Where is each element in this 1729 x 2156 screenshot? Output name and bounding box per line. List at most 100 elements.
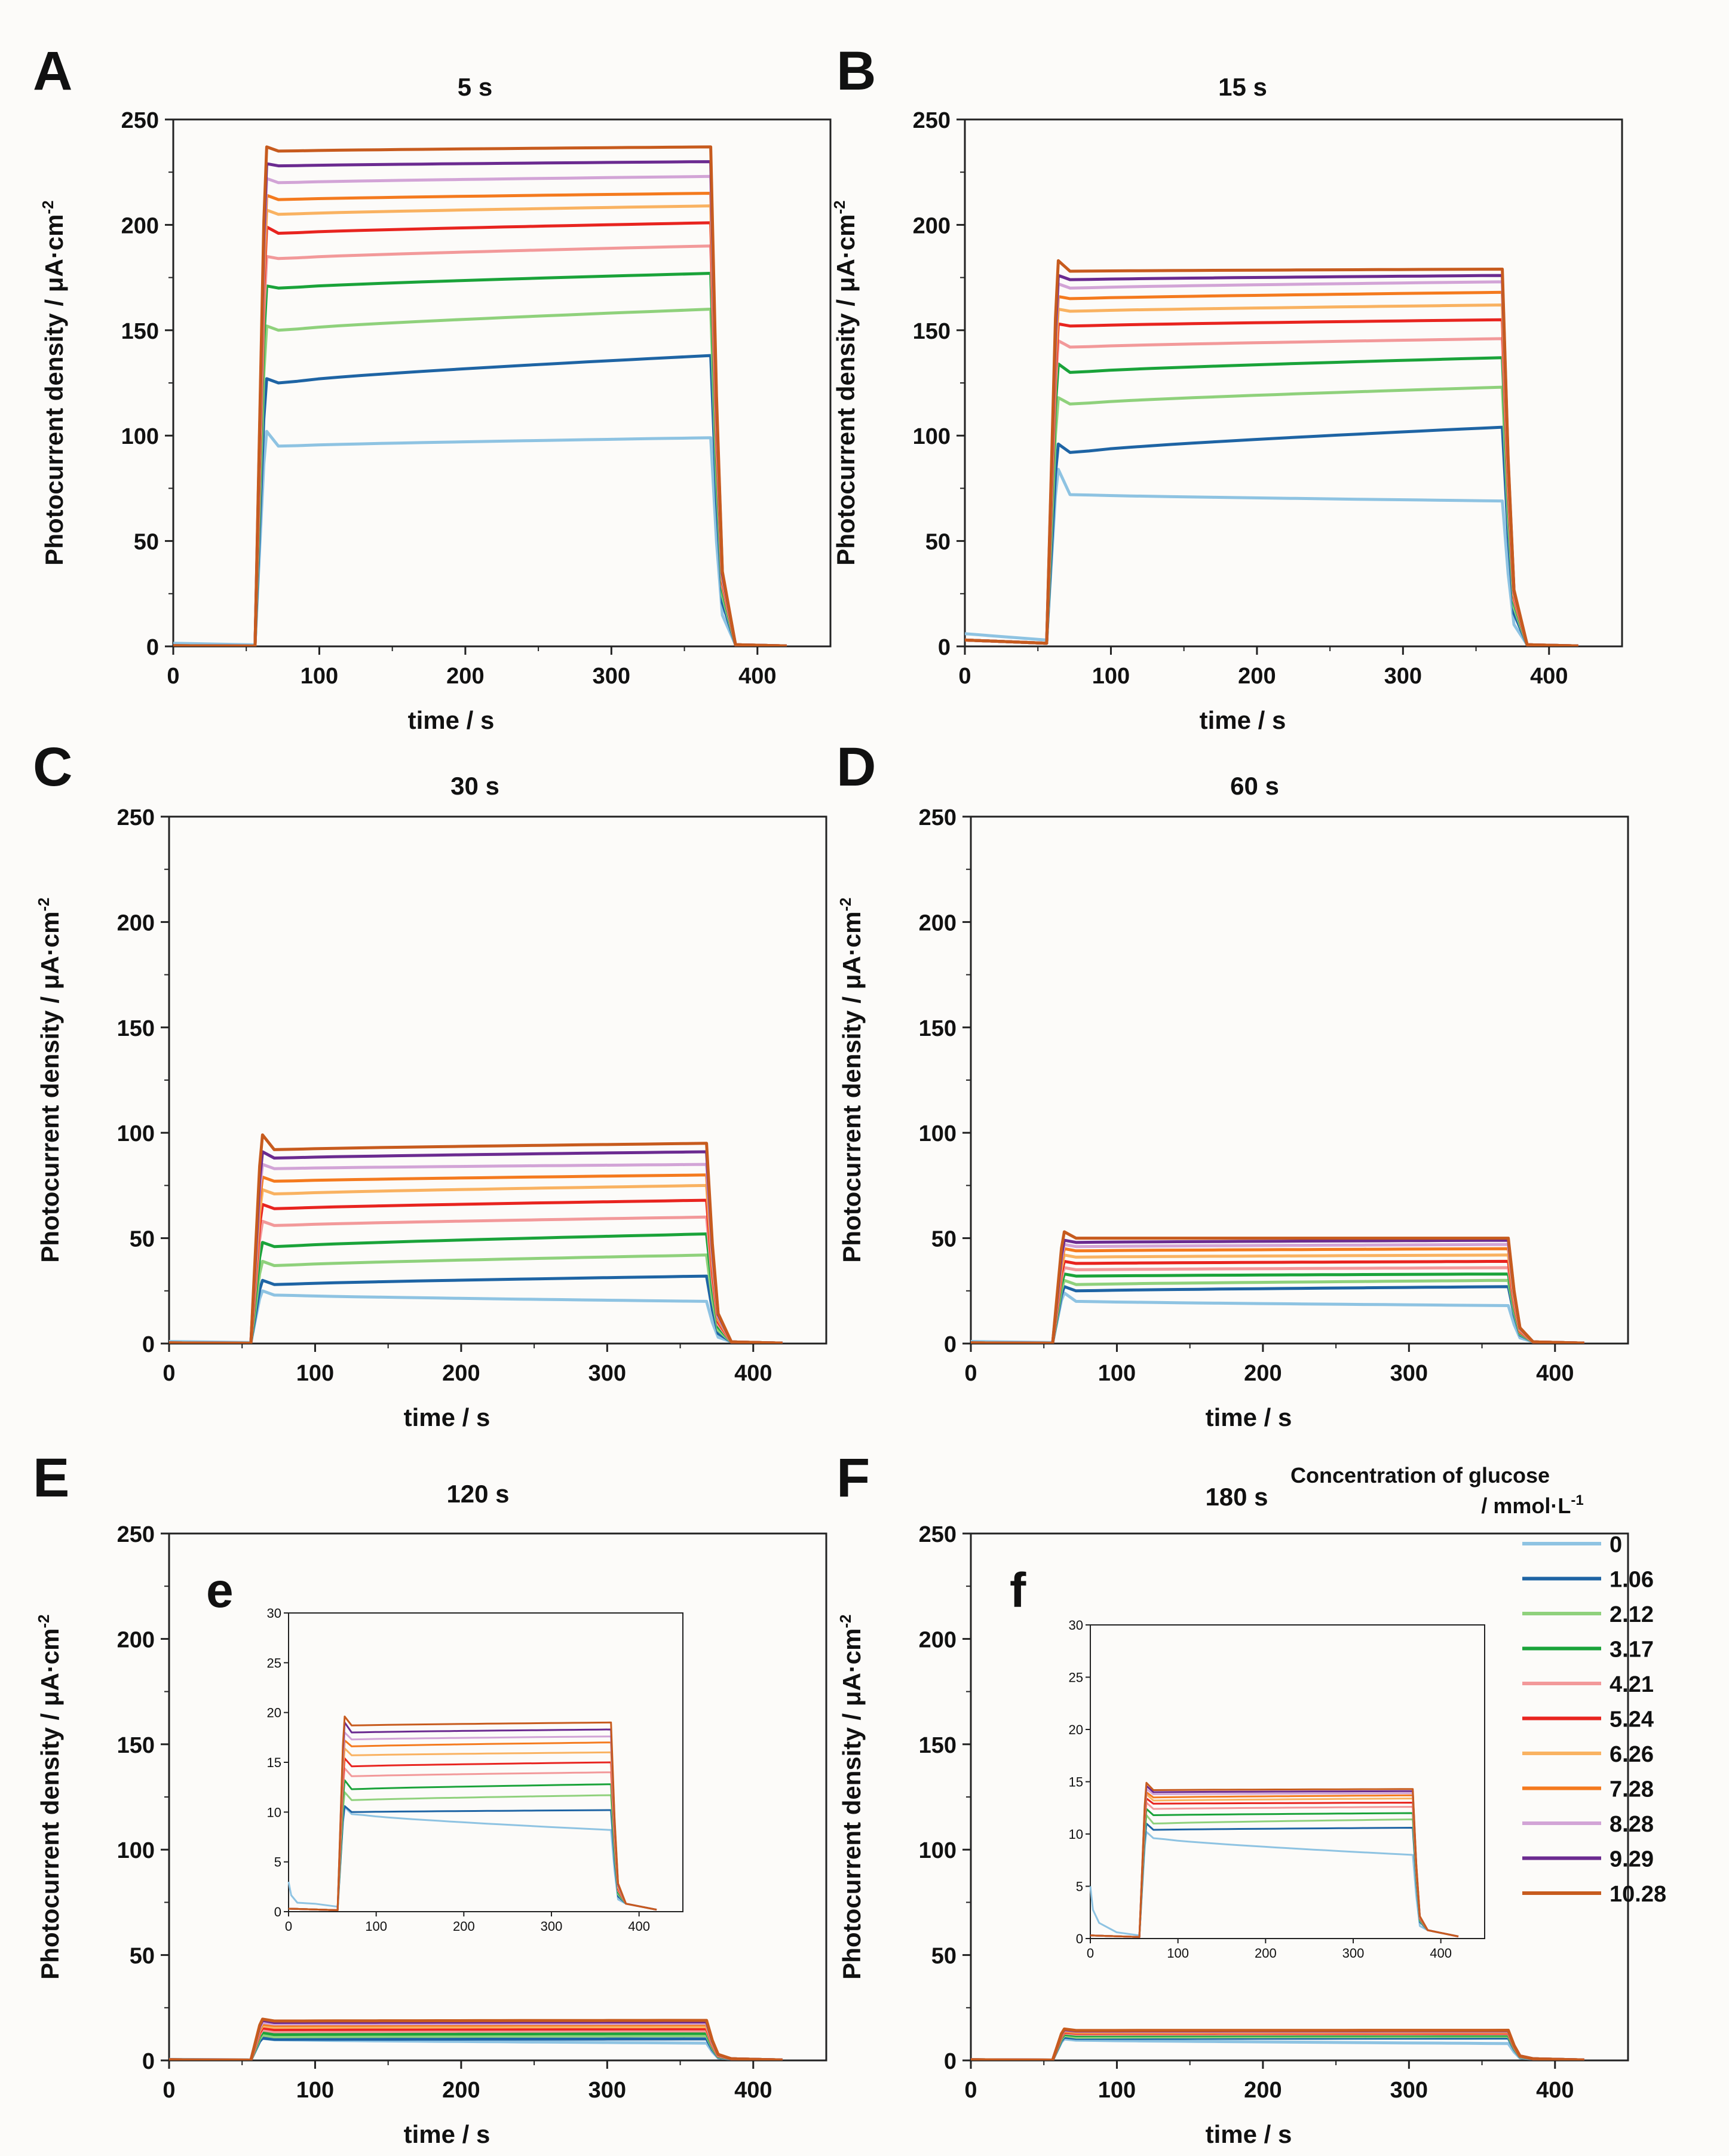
panel-b-series-10-28: [965, 259, 1578, 646]
panel-f-inset-y-tick-label: 15: [1069, 1775, 1083, 1790]
panel-a-series-5-24: [173, 221, 787, 646]
legend-label: 5.24: [1610, 1707, 1654, 1732]
legend: Concentration of glucose / mmol·L-1 0 1.0…: [1290, 1463, 1666, 1907]
panel-d-series-4-21: [971, 1266, 1584, 1344]
legend-unit-text: / mmol·L: [1481, 1493, 1571, 1518]
panel-b-y-tick-label: 150: [913, 319, 951, 344]
panel-c-y-axis-label: Photocurrent density / μA·cm-2: [35, 897, 64, 1262]
panel-e-y-tick-label: 50: [130, 1944, 155, 1969]
panel-e-series-6-26: [169, 2024, 783, 2060]
panel-e-inset-series-2-12: [288, 1791, 657, 1911]
panel-a-title: 5 s: [458, 73, 492, 101]
panel-f-x-tick-label: 100: [1098, 2078, 1136, 2103]
panel-a-series-6-26: [173, 204, 787, 646]
panel-b-title: 15 s: [1218, 73, 1267, 101]
panel-f-y-tick-label: 250: [919, 1522, 957, 1547]
panel-e-inset-y-tick-label: 5: [274, 1855, 281, 1870]
legend-label: 7.28: [1610, 1777, 1654, 1802]
panel-b-series-4-21: [965, 337, 1578, 646]
panel-f-x-tick-label: 0: [964, 2078, 977, 2103]
panel-f-inset-series-5-24: [1090, 1798, 1459, 1938]
panel-f-y-tick-label: 150: [919, 1733, 957, 1758]
panel-f-x-tick-label: 200: [1244, 2078, 1282, 2103]
panel-a-series-8-28: [173, 174, 787, 646]
panel-c-y-axis-label-superscript: -2: [35, 897, 53, 911]
legend-item: 3.17: [1522, 1637, 1654, 1663]
panel-c-series-1-06: [169, 1274, 783, 1344]
panel-d-series-6-26: [971, 1253, 1584, 1344]
panel-c-x-tick-label: 400: [734, 1361, 772, 1386]
panel-e-y-tick-label: 150: [117, 1733, 155, 1758]
legend-label: 4.21: [1610, 1672, 1654, 1697]
panel-c-series-5-24: [169, 1198, 783, 1344]
panel-c-series-0: [169, 1289, 783, 1344]
panel-e-inset: e 0 100 200 300 400 0 5 10 15 20 25 30: [206, 1563, 683, 1934]
panel-d-y-tick-label: 50: [931, 1227, 957, 1252]
panel-a-y-axis-label: Photocurrent density / μA·cm-2: [39, 200, 68, 565]
panel-f-series-0: [971, 2037, 1584, 2060]
panel-c-series-3-17: [169, 1232, 783, 1344]
panel-a-y-tick-label: 200: [121, 213, 159, 238]
panel-d-y-tick-label: 250: [919, 805, 957, 830]
panel-d-x-axis-label: time / s: [1206, 1403, 1292, 1431]
panel-a-y-tick-label: 0: [146, 635, 159, 660]
panel-a-y-tick-label: 250: [121, 108, 159, 133]
panel-b-series-2-12: [965, 385, 1578, 646]
panel-a-series-0: [173, 430, 787, 646]
panel-c-y-axis-label-text: Photocurrent density / μA·cm: [36, 912, 64, 1263]
legend-item: 10.28: [1522, 1882, 1666, 1907]
panel-a-series-3-17: [173, 272, 787, 646]
panel-e-series-2-12: [169, 2034, 783, 2060]
panel-c-y-tick-label: 0: [142, 1332, 155, 1357]
panel-e-inset-x-tick-label: 400: [628, 1919, 650, 1934]
panel-f-y-axis-label-superscript: -2: [836, 1614, 854, 1628]
panel-f-inset-x-tick-label: 200: [1255, 1946, 1277, 1961]
panel-f-y-tick-label: 100: [919, 1838, 957, 1863]
panel-d-series-7-28: [971, 1247, 1584, 1344]
panel-c-series-2-12: [169, 1253, 783, 1344]
panel-e-y-tick-label: 200: [117, 1627, 155, 1652]
panel-c-series-10-28: [169, 1133, 783, 1344]
panel-e-series-4-21: [169, 2028, 783, 2060]
panel-e-y-tick-label: 0: [142, 2049, 155, 2074]
panel-d-y-axis-label: Photocurrent density / μA·cm-2: [836, 897, 866, 1262]
panel-c-x-tick-label: 0: [163, 1361, 175, 1386]
panel-e-inset-y-tick-label: 15: [267, 1755, 281, 1770]
panel-e-x-axis-label: time / s: [404, 2120, 491, 2148]
panel-b-series-8-28: [965, 280, 1578, 646]
panel-b-x-tick-label: 100: [1092, 664, 1130, 689]
panel-c-y-tick-label: 200: [117, 910, 155, 936]
panel-f-inset-y-tick-label: 0: [1076, 1931, 1083, 1946]
panel-f-inset-x-tick-label: 100: [1167, 1946, 1189, 1961]
panel-b-series-1-06: [965, 425, 1578, 646]
panel-f-inset-y-tick-label: 25: [1069, 1670, 1083, 1685]
panel-e-inset-series-1-06: [288, 1805, 657, 1911]
panel-a-series-10-28: [173, 145, 787, 646]
panel-e-inset-y-tick-label: 10: [267, 1805, 281, 1820]
panel-a-series-7-28: [173, 192, 787, 646]
legend-item: 2.12: [1522, 1602, 1654, 1627]
legend-item: 4.21: [1522, 1672, 1654, 1697]
panel-e-inset-label: e: [206, 1563, 234, 1618]
panel-f-inset-y-tick-label: 10: [1069, 1827, 1083, 1842]
panel-d: D 60 s 0 100 200 300 400 0 50 100 150 200 250 time / …: [836, 737, 1629, 1431]
panel-c-y-tick-label: 150: [117, 1016, 155, 1041]
panel-e-inset-x-tick-label: 200: [453, 1919, 475, 1934]
panel-b-x-axis-label: time / s: [1200, 706, 1286, 734]
panel-b: B 15 s 0 100 200 300 400 0 50 100 150 200 250 time / …: [830, 41, 1623, 734]
panel-d-series-5-24: [971, 1259, 1584, 1344]
panel-d-letter: D: [836, 737, 876, 798]
panel-e-y-tick-label: 250: [117, 1522, 155, 1547]
panel-d-y-tick-label: 0: [944, 1332, 957, 1357]
panel-d-y-axis-label-text: Photocurrent density / μA·cm: [838, 912, 866, 1263]
panel-e-inset-x-tick-label: 300: [541, 1919, 563, 1934]
legend-label: 1.06: [1610, 1568, 1654, 1593]
panel-f-inset-series-6-26: [1090, 1793, 1459, 1938]
panel-c-series-8-28: [169, 1163, 783, 1344]
panel-f-inset: f 0 100 200 300 400 0 5 10 15 20 25 30: [1010, 1563, 1485, 1961]
panel-b-letter: B: [836, 41, 876, 102]
panel-e-inset-series-10-28: [288, 1715, 657, 1911]
